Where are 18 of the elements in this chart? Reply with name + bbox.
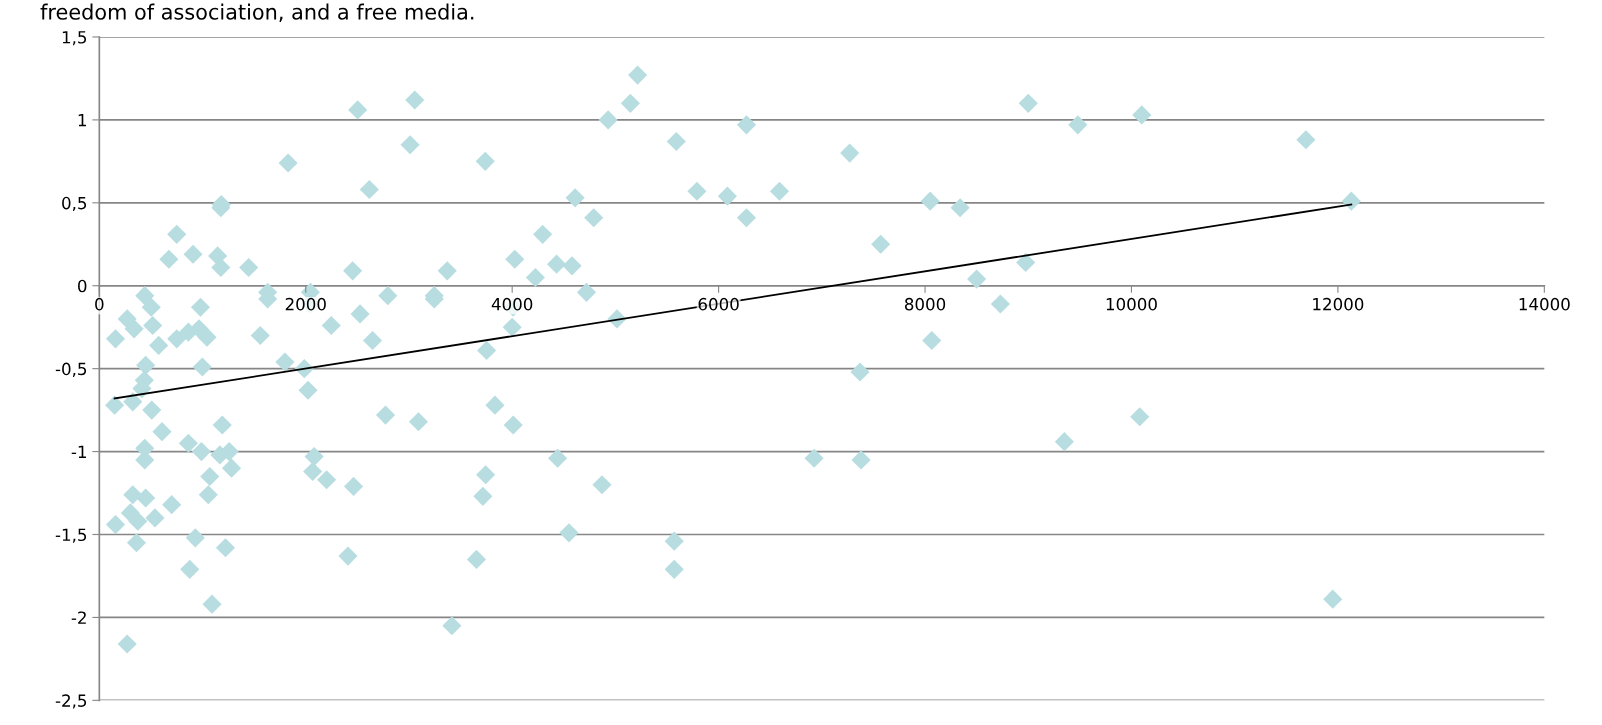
x-tick-label: 10000 [1106, 297, 1157, 311]
x-tick-label: 12000 [1313, 297, 1364, 311]
x-tick-label: 6000 [698, 297, 739, 311]
x-tick-label: 0 [95, 297, 104, 311]
y-tick-label: 0,5 [62, 196, 87, 212]
x-tick-label: 8000 [904, 297, 946, 311]
x-tick-label: 2000 [285, 297, 326, 311]
y-tick-label: 1 [78, 114, 86, 127]
x-tick-label: 4000 [491, 297, 533, 311]
y-tick-label: -0,5 [55, 362, 87, 377]
y-tick-label: 0 [78, 279, 87, 293]
y-tick-label: -2 [71, 611, 86, 624]
y-tick-label: -1,5 [55, 528, 87, 543]
y-tick-label: 1,5 [62, 31, 87, 46]
y-tick-label: -1 [71, 445, 86, 458]
text: freedom of association, and a free media. [40, 3, 474, 22]
y-tick-label: -2,5 [55, 694, 87, 709]
x-tick-label: 14000 [1519, 297, 1570, 311]
